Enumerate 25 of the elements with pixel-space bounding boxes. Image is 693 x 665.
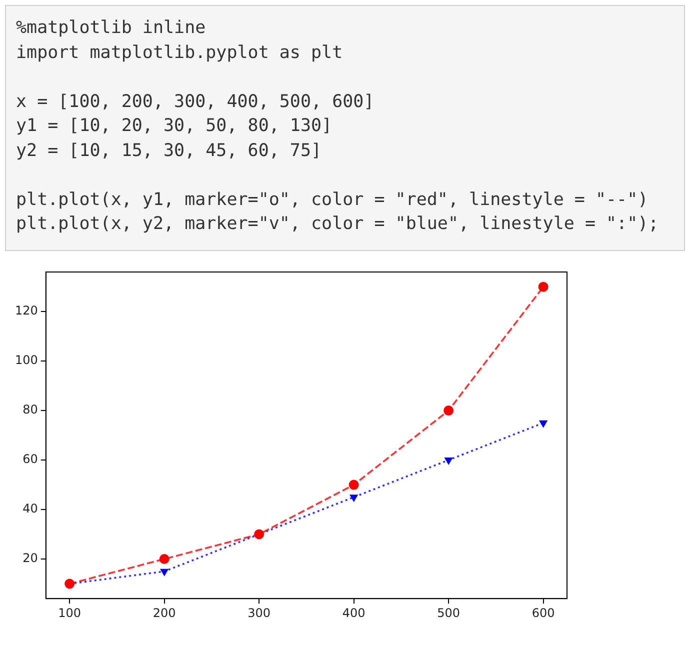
x-tick-label: 100 — [58, 606, 82, 620]
y-tick-label: 120 — [15, 304, 38, 318]
point — [444, 406, 454, 416]
text: plt.plot(x, y1, marker="o", color = "red", linestyle = "--") plt.plot(x, y2, marker="v", color = "blue", linestyle = ":"); — [16, 188, 660, 236]
point — [159, 554, 170, 564]
point — [538, 282, 548, 292]
point — [254, 529, 264, 540]
y-tick-label: 60 — [22, 452, 38, 466]
point — [348, 480, 359, 490]
text: x = [100, 200, 300, 400, 500, 600] y1 = [10, 20, 30, 50, 80, 130] y2 = [10, 15, 30, 45, 60, 75] — [16, 90, 376, 162]
x-tick-label: 500 — [437, 606, 460, 620]
y-tick-label: 40 — [22, 502, 38, 516]
point — [160, 568, 169, 576]
text: %matplotlib inline import matplotlib.pyplot as plt — [16, 17, 344, 64]
point — [349, 494, 358, 502]
x-tick-label: 200 — [152, 606, 176, 620]
point — [444, 458, 453, 466]
y-tick-label: 80 — [22, 402, 38, 417]
x-tick-label: 600 — [532, 606, 555, 620]
point — [538, 420, 548, 428]
x-tick-label: 300 — [248, 606, 271, 620]
y-tick-label: 100 — [15, 353, 38, 368]
y-tick-label: 20 — [22, 551, 38, 566]
point — [64, 578, 75, 589]
x-tick-label: 400 — [342, 606, 366, 620]
